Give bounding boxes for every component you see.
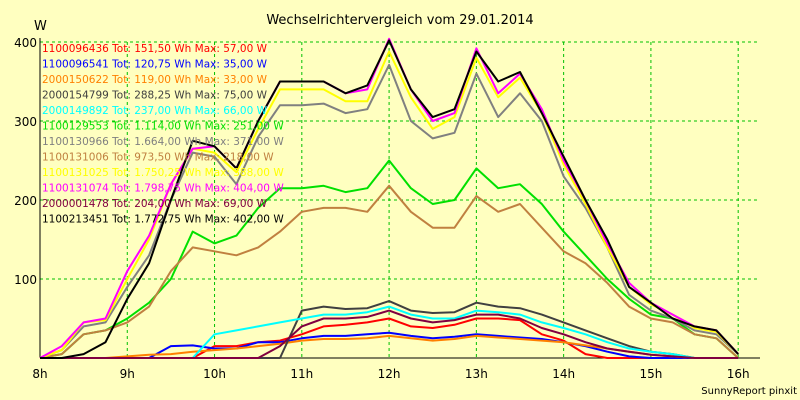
y-tick-label: 400 xyxy=(14,36,37,50)
legend-entry-1100096541: 1100096541 Tot: 120,75 Wh Max: 35,00 W xyxy=(42,59,268,71)
x-tick-label: 16h xyxy=(727,367,750,381)
legend: 1100096436 Tot: 151,50 Wh Max: 57,00 W 11… xyxy=(42,43,284,226)
x-tick-label: 13h xyxy=(465,367,488,381)
x-tick-label: 11h xyxy=(290,367,313,381)
y-tick-label: 300 xyxy=(14,115,37,129)
x-tick-label: 10h xyxy=(203,367,226,381)
legend-entry-2000154799: 2000154799 Tot: 288,25 Wh Max: 75,00 W xyxy=(42,90,268,102)
legend-entry-1100131025: 1100131025 Tot: 1.750,25 Wh Max: 388,00 … xyxy=(42,167,284,179)
series-line-1100131025 xyxy=(39,50,739,359)
legend-entry-1100130966: 1100130966 Tot: 1.664,00 Wh Max: 371,00 … xyxy=(42,136,284,148)
y-tick-label: 100 xyxy=(14,273,37,287)
x-tick-label: 8h xyxy=(32,367,47,381)
legend-entry-2000150622: 2000150622 Tot: 119,00 Wh Max: 33,00 W xyxy=(42,74,268,86)
series-lines xyxy=(39,37,739,359)
x-tick-label: 14h xyxy=(552,367,575,381)
x-tick-label: 9h xyxy=(120,367,135,381)
series-line-1100213451 xyxy=(40,39,739,359)
legend-entry-1100129553: 1100129553 Tot: 1.114,00 Wh Max: 251,00 … xyxy=(42,121,284,133)
legend-entry-2000001478: 2000001478 Tot: 204,00 Wh Max: 69,00 W xyxy=(42,198,268,210)
y-axis-label: W xyxy=(34,19,47,34)
series-line-1100130966 xyxy=(39,63,739,359)
legend-entry-1100213451: 1100213451 Tot: 1.772,75 Wh Max: 402,00 … xyxy=(42,214,284,226)
footer-label: SunnyReport pinxit xyxy=(701,386,797,397)
y-tick-label: 200 xyxy=(14,194,37,208)
legend-entry-2000149892: 2000149892 Tot: 237,00 Wh Max: 66,00 W xyxy=(42,105,268,117)
chart-title: Wechselrichtervergleich vom 29.01.2014 xyxy=(266,13,533,28)
x-tick-label: 15h xyxy=(639,367,662,381)
legend-entry-1100131074: 1100131074 Tot: 1.798,75 Wh Max: 404,00 … xyxy=(42,183,284,195)
series-line-1100131006 xyxy=(39,184,739,359)
x-tick-label: 12h xyxy=(378,367,401,381)
legend-entry-1100096436: 1100096436 Tot: 151,50 Wh Max: 57,00 W xyxy=(42,43,268,55)
legend-entry-1100131006: 1100131006 Tot: 973,50 Wh Max: 218,00 W xyxy=(42,152,274,164)
series-line-2000001478 xyxy=(40,309,739,359)
